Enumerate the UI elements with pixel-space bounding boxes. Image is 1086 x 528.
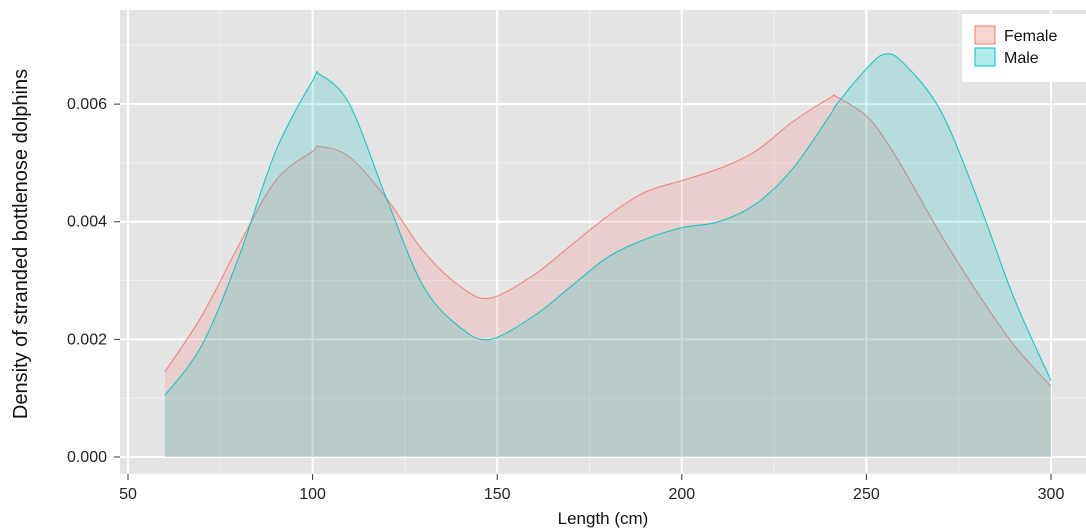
y-tick-label: 0.002 [67,331,107,348]
x-axis-title: Length (cm) [558,509,649,528]
female-density-line [164,94,1052,387]
grid-lines [120,10,1086,474]
density-areas [164,53,1052,458]
x-tick-label: 250 [853,486,880,503]
x-tick-label: 300 [1038,486,1065,503]
x-tick-label: 150 [484,486,511,503]
axis-ticks: 50 100 150 200 250 300 0.000 0.002 0.004 0.006 [67,96,1064,503]
male-density-area [164,53,1051,458]
x-tick-label: 200 [668,486,695,503]
x-tick-label: 100 [299,486,326,503]
y-tick-label: 0.000 [67,449,107,466]
y-axis-title: Density of stranded bottlenose dolphins [10,69,32,419]
y-tick-label: 0.004 [67,214,107,231]
legend-label-female: Female [1004,28,1057,45]
male-density-line [164,53,1052,396]
legend-label-male: Male [1004,50,1039,67]
female-density-area [164,94,1051,457]
legend: Female Male [962,14,1086,82]
legend-key-male [974,47,996,67]
x-tick-label: 50 [119,486,137,503]
y-tick-label: 0.006 [67,96,107,113]
legend-key-female [974,25,996,45]
